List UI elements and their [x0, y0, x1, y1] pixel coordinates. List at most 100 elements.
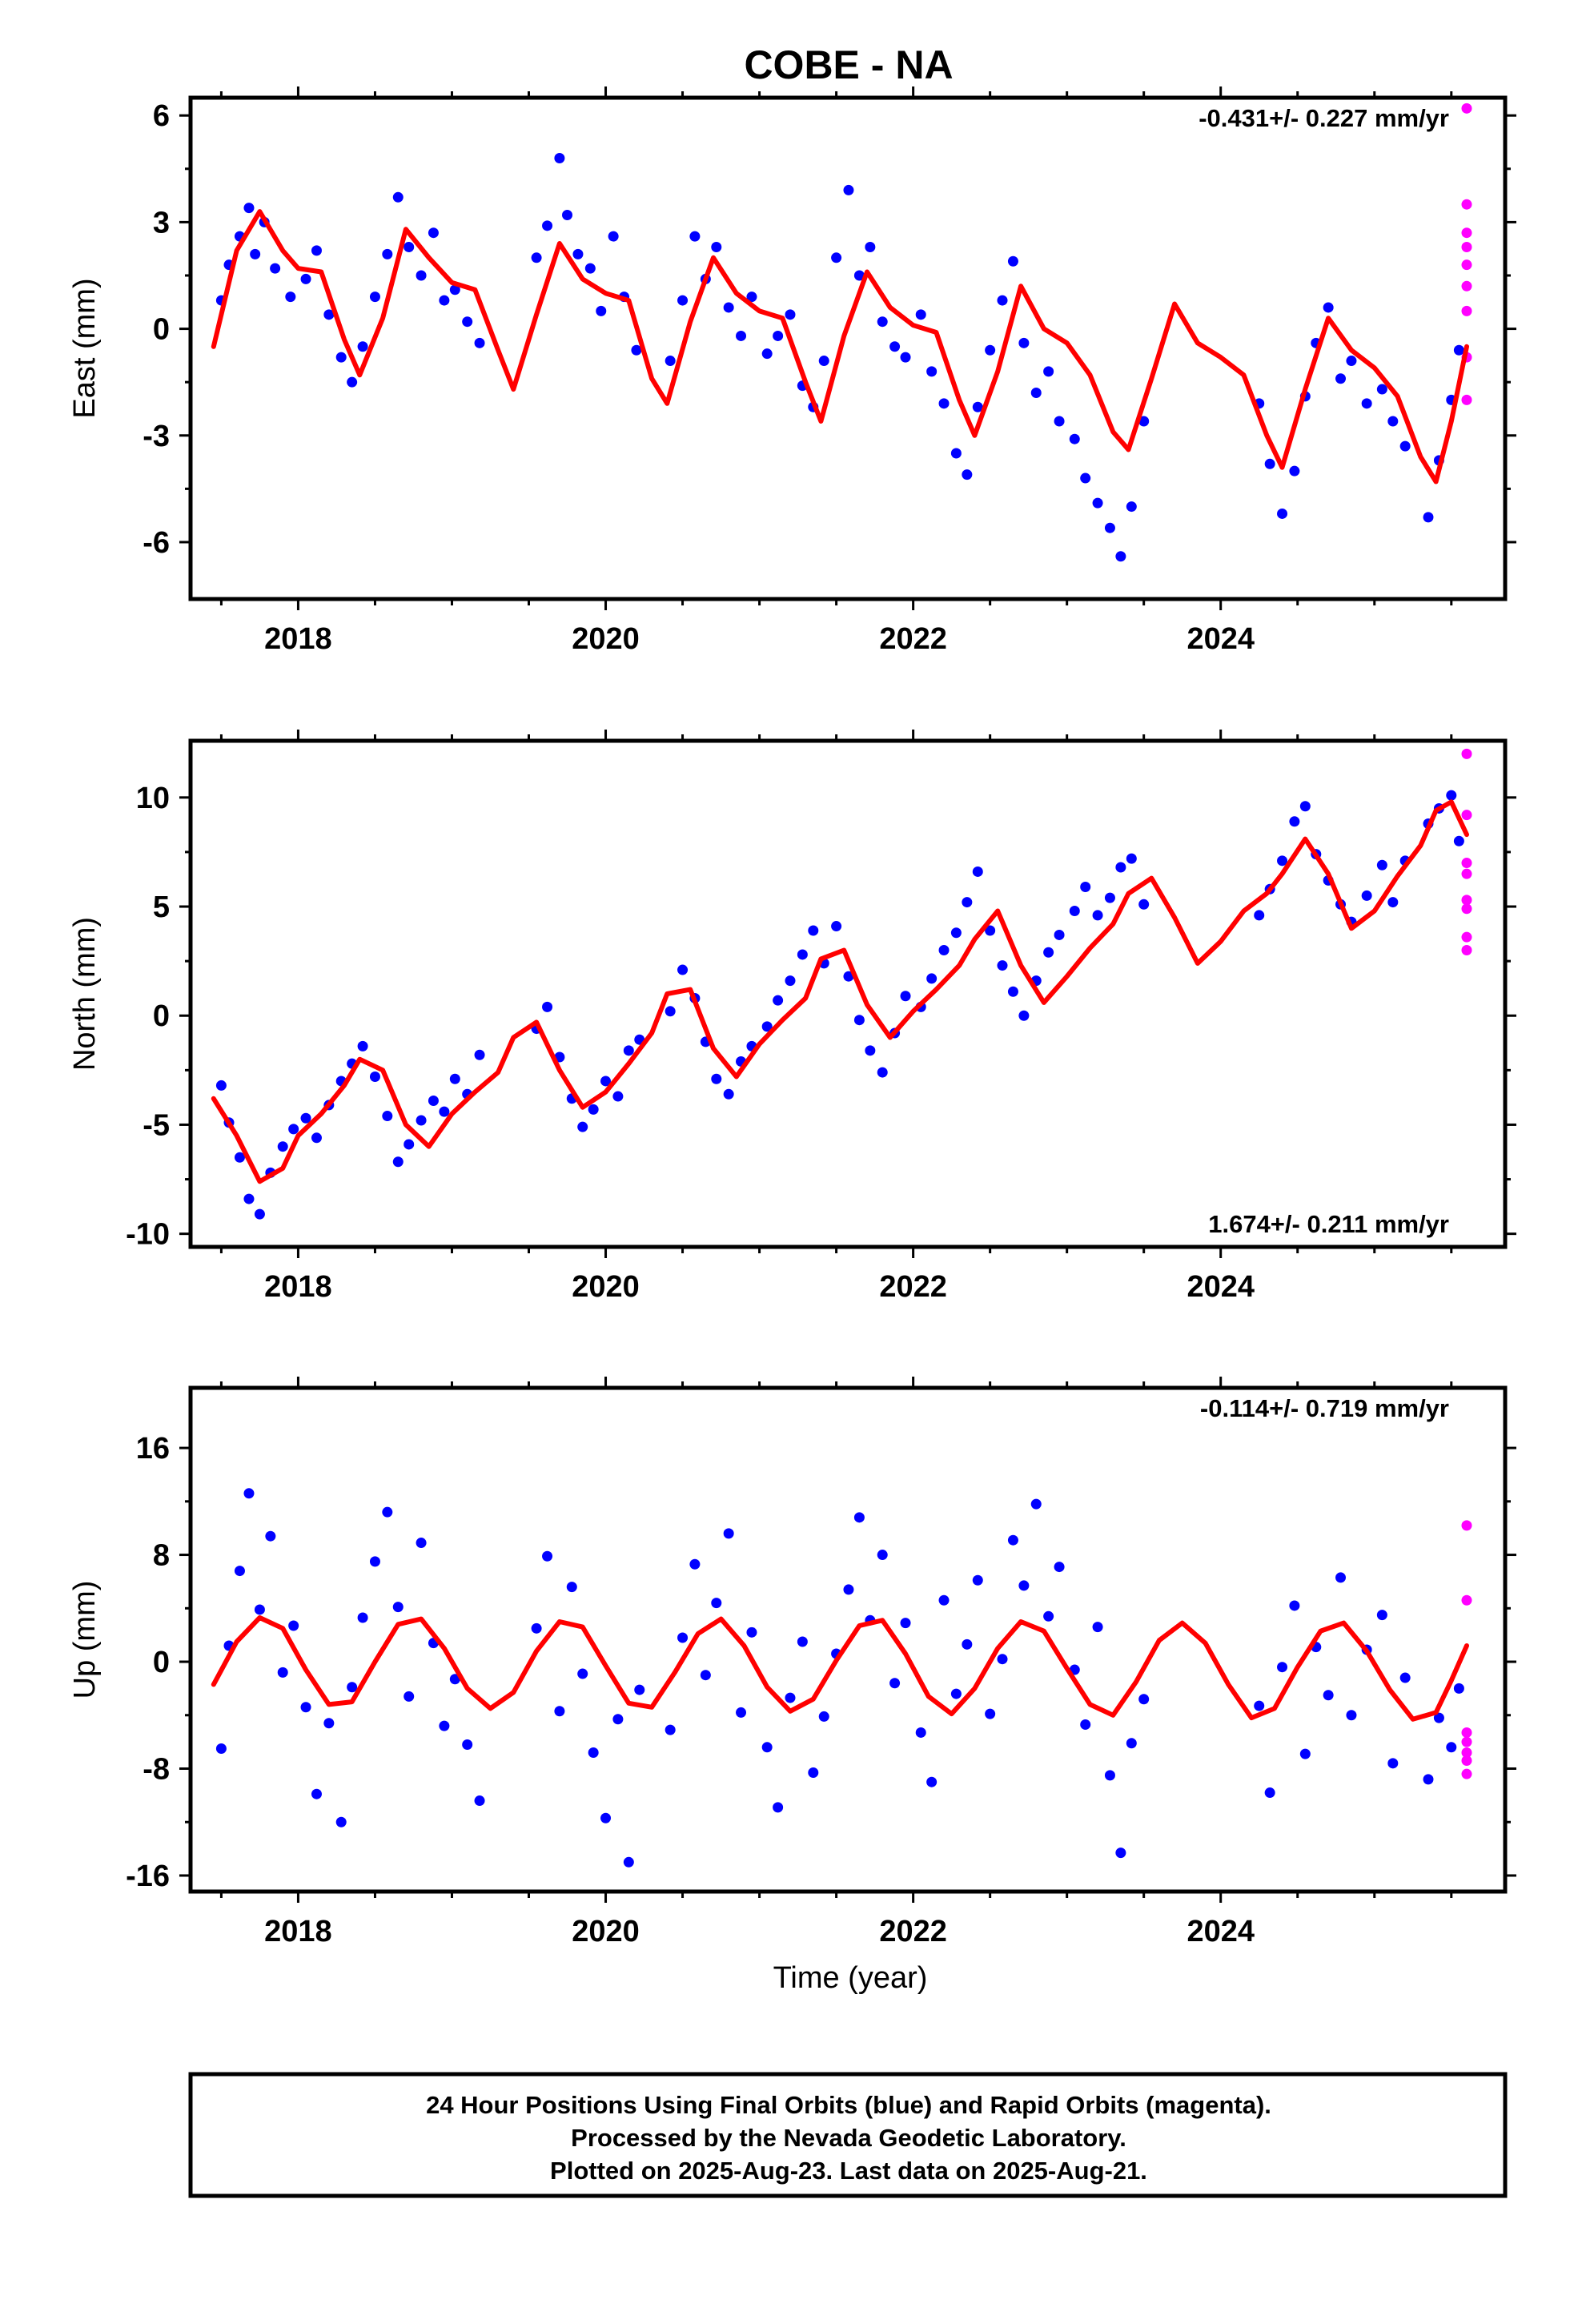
final-orbit-point: [392, 1156, 404, 1168]
rapid-orbit-points: [1461, 103, 1472, 405]
final-orbit-point: [926, 973, 938, 984]
footer-line-1: 24 Hour Positions Using Final Orbits (bl…: [426, 2091, 1271, 2119]
final-orbit-point: [369, 292, 380, 303]
final-orbit-point: [623, 1856, 634, 1868]
final-orbit-point: [369, 1556, 380, 1567]
rapid-orbit-point: [1461, 199, 1472, 210]
final-orbit-point: [1104, 522, 1115, 533]
final-orbit-point: [215, 1080, 227, 1091]
final-orbit-point: [972, 866, 983, 877]
final-orbit-point: [357, 1040, 368, 1051]
final-orbit-point: [382, 248, 393, 259]
final-orbit-point: [962, 469, 973, 480]
final-orbit-point: [785, 975, 796, 987]
final-orbit-point: [1043, 366, 1054, 377]
x-tick-label: 2024: [1186, 622, 1255, 656]
final-orbit-point: [797, 949, 808, 960]
y-axis-title: North (mm): [68, 917, 102, 1071]
final-orbit-point: [584, 263, 596, 274]
final-orbit-point: [1289, 465, 1300, 476]
final-orbit-point: [1277, 508, 1288, 519]
panel-frame: [188, 95, 1508, 601]
final-orbit-point: [761, 1742, 773, 1753]
final-orbit-point: [877, 316, 888, 328]
final-orbit-point: [1126, 501, 1137, 513]
y-tick-label: 5: [153, 891, 170, 924]
final-orbit-point: [1115, 1848, 1126, 1859]
final-orbit-point: [1361, 890, 1372, 901]
final-orbit-point: [449, 284, 460, 296]
final-orbit-point: [1376, 384, 1387, 395]
rapid-orbit-point: [1461, 394, 1472, 405]
final-orbit-point: [853, 1512, 865, 1523]
final-orbit-point: [562, 210, 573, 221]
final-orbit-point: [1323, 302, 1334, 313]
final-orbit-point: [554, 1706, 565, 1717]
y-tick-label: -5: [143, 1108, 170, 1142]
final-orbit-point: [311, 1132, 322, 1144]
velocity-annotation: -0.114+/- 0.719 mm/yr: [1200, 1394, 1449, 1422]
final-orbit-point: [392, 191, 404, 203]
rapid-orbit-point: [1461, 748, 1472, 759]
final-orbit-point: [736, 1707, 747, 1718]
panel-up: 16 8 0 -8 -16 2018 2020 2022 2024 Up (mm) -0.114+/…: [68, 1377, 1516, 1948]
final-orbit-point: [623, 1045, 634, 1056]
final-orbit-point: [785, 1692, 796, 1703]
final-orbit-point: [723, 1528, 734, 1539]
final-orbit-point: [1453, 1683, 1464, 1694]
final-orbit-point: [1289, 816, 1300, 827]
final-orbit-point: [938, 398, 950, 409]
velocity-annotation: -0.431+/- 0.227 mm/yr: [1199, 104, 1449, 132]
final-orbit-point: [1446, 790, 1457, 801]
rapid-orbit-point: [1461, 1747, 1472, 1758]
final-orbit-point: [600, 1812, 612, 1823]
y-tick-label: -6: [143, 526, 170, 560]
final-orbit-point: [1277, 855, 1288, 866]
final-orbit-point: [1376, 859, 1387, 870]
final-orbit-point: [439, 1720, 450, 1731]
y-tick-label: 8: [153, 1539, 170, 1573]
y-tick-label: 6: [153, 99, 170, 133]
final-orbit-point: [392, 1602, 404, 1613]
final-orbit-point: [288, 1620, 299, 1631]
final-orbit-point: [1092, 910, 1103, 921]
final-orbit-point: [972, 1574, 983, 1586]
final-orbit-point: [761, 1021, 773, 1032]
footer-box: 24 Hour Positions Using Final Orbits (bl…: [188, 2072, 1508, 2198]
final-orbit-point: [677, 295, 689, 306]
final-orbit-point: [950, 1688, 962, 1699]
final-orbit-point: [1446, 1742, 1457, 1753]
final-orbit-point: [677, 1632, 689, 1643]
rapid-orbit-point: [1461, 280, 1472, 292]
final-orbit-point: [746, 292, 757, 303]
final-orbit-point: [997, 295, 1008, 306]
y-tick-label: 0: [153, 313, 170, 347]
y-tick-label: 0: [153, 999, 170, 1033]
final-orbit-point: [1080, 882, 1091, 893]
rapid-orbit-point: [1461, 241, 1472, 252]
final-orbit-point: [634, 1684, 645, 1695]
x-tick-label: 2024: [1186, 1915, 1255, 1948]
final-orbit-point: [915, 1727, 926, 1738]
final-orbit-point: [572, 248, 584, 259]
final-orbit-point: [1043, 1610, 1054, 1622]
final-orbit-point: [1361, 398, 1372, 409]
final-orbit-point: [1054, 416, 1065, 427]
final-orbit-point: [985, 925, 996, 936]
rapid-orbit-point: [1461, 1768, 1472, 1779]
final-orbit-point: [1387, 416, 1399, 427]
final-orbit-point: [926, 366, 938, 377]
y-axis-title: East (mm): [68, 278, 102, 418]
final-orbit-point: [1254, 910, 1265, 921]
rapid-orbit-point: [1461, 931, 1472, 943]
final-orbit-point: [808, 1767, 819, 1779]
final-orbit-point: [300, 1702, 311, 1713]
final-orbit-point: [900, 991, 911, 1002]
final-orbit-point: [428, 227, 439, 239]
final-orbit-point: [1335, 373, 1347, 384]
final-orbit-point: [1453, 344, 1464, 356]
final-orbit-point: [773, 1802, 784, 1813]
final-orbit-point: [416, 1115, 427, 1126]
